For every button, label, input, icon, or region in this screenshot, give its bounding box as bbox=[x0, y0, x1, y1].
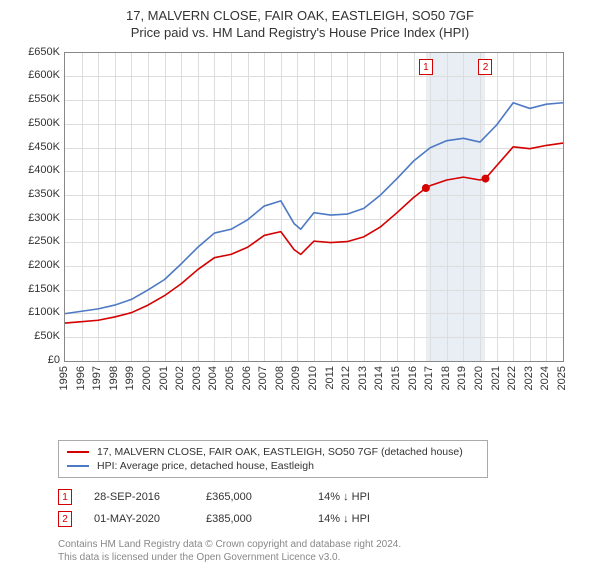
xtick-label: 2018 bbox=[440, 366, 452, 390]
ytick-label: £550K bbox=[16, 93, 60, 105]
line-svg bbox=[65, 53, 563, 361]
xtick-label: 2000 bbox=[141, 366, 153, 390]
footer-line-1: Contains HM Land Registry data © Crown c… bbox=[58, 538, 590, 551]
xtick-label: 2019 bbox=[456, 366, 468, 390]
ytick-label: £650K bbox=[16, 46, 60, 58]
ytick-label: £200K bbox=[16, 259, 60, 271]
xtick-label: 2011 bbox=[324, 366, 336, 390]
xtick-label: 2017 bbox=[423, 366, 435, 390]
xtick-label: 2003 bbox=[191, 366, 203, 390]
xtick-label: 2013 bbox=[357, 366, 369, 390]
xtick-label: 2021 bbox=[490, 366, 502, 390]
annotation-row: 1 28-SEP-2016 £365,000 14% ↓ HPI bbox=[58, 486, 590, 508]
ytick-label: £350K bbox=[16, 188, 60, 200]
xtick-label: 2020 bbox=[473, 366, 485, 390]
ytick-label: £600K bbox=[16, 69, 60, 81]
xtick-label: 2010 bbox=[307, 366, 319, 390]
legend-label: HPI: Average price, detached house, East… bbox=[97, 460, 314, 472]
series-price_paid bbox=[65, 143, 563, 323]
ytick-label: £150K bbox=[16, 283, 60, 295]
ytick-label: £100K bbox=[16, 306, 60, 318]
series-hpi bbox=[65, 103, 563, 314]
legend-box: 17, MALVERN CLOSE, FAIR OAK, EASTLEIGH, … bbox=[58, 440, 488, 478]
chart-container: 17, MALVERN CLOSE, FAIR OAK, EASTLEIGH, … bbox=[0, 0, 600, 560]
xtick-label: 2006 bbox=[241, 366, 253, 390]
ytick-label: £250K bbox=[16, 235, 60, 247]
xtick-label: 1997 bbox=[91, 366, 103, 390]
legend-row: HPI: Average price, detached house, East… bbox=[67, 459, 479, 473]
xtick-label: 2022 bbox=[506, 366, 518, 390]
ytick-label: £500K bbox=[16, 117, 60, 129]
title-line-2: Price paid vs. HM Land Registry's House … bbox=[10, 25, 590, 42]
xtick-label: 2014 bbox=[373, 366, 385, 390]
xtick-label: 2015 bbox=[390, 366, 402, 390]
annotation-price: £385,000 bbox=[206, 513, 296, 525]
legend-swatch bbox=[67, 465, 89, 467]
sale-annotations: 1 28-SEP-2016 £365,000 14% ↓ HPI 2 01-MAY-202… bbox=[58, 486, 590, 530]
sale-marker-box-2: 2 bbox=[478, 59, 492, 75]
title-block: 17, MALVERN CLOSE, FAIR OAK, EASTLEIGH, … bbox=[10, 8, 590, 42]
xtick-label: 2009 bbox=[290, 366, 302, 390]
legend-row: 17, MALVERN CLOSE, FAIR OAK, EASTLEIGH, … bbox=[67, 445, 479, 459]
ytick-label: £300K bbox=[16, 212, 60, 224]
xtick-label: 1996 bbox=[75, 366, 87, 390]
ytick-label: £450K bbox=[16, 141, 60, 153]
chart-area: 12 £0£50K£100K£150K£200K£250K£300K£350K£… bbox=[16, 48, 576, 398]
xtick-label: 2016 bbox=[407, 366, 419, 390]
xtick-label: 2005 bbox=[224, 366, 236, 390]
xtick-label: 2002 bbox=[174, 366, 186, 390]
xtick-label: 2023 bbox=[523, 366, 535, 390]
footer-line-2: This data is licensed under the Open Gov… bbox=[58, 551, 590, 564]
xtick-label: 1995 bbox=[58, 366, 70, 390]
ytick-label: £400K bbox=[16, 164, 60, 176]
xtick-label: 1999 bbox=[124, 366, 136, 390]
ytick-label: £50K bbox=[16, 330, 60, 342]
plot-region: 12 bbox=[64, 52, 564, 362]
annotation-pct: 14% ↓ HPI bbox=[318, 491, 408, 503]
annotation-pct: 14% ↓ HPI bbox=[318, 513, 408, 525]
xtick-label: 2024 bbox=[539, 366, 551, 390]
annotation-price: £365,000 bbox=[206, 491, 296, 503]
xtick-label: 2007 bbox=[257, 366, 269, 390]
sale-marker-box-1: 1 bbox=[419, 59, 433, 75]
xtick-label: 2004 bbox=[207, 366, 219, 390]
annotation-date: 28-SEP-2016 bbox=[94, 491, 184, 503]
ytick-label: £0 bbox=[16, 354, 60, 366]
xtick-label: 2008 bbox=[274, 366, 286, 390]
legend-label: 17, MALVERN CLOSE, FAIR OAK, EASTLEIGH, … bbox=[97, 446, 463, 458]
xtick-label: 1998 bbox=[108, 366, 120, 390]
annotation-date: 01-MAY-2020 bbox=[94, 513, 184, 525]
legend-swatch bbox=[67, 451, 89, 453]
xtick-label: 2001 bbox=[158, 366, 170, 390]
annotation-row: 2 01-MAY-2020 £385,000 14% ↓ HPI bbox=[58, 508, 590, 530]
xtick-label: 2012 bbox=[340, 366, 352, 390]
xtick-label: 2025 bbox=[556, 366, 568, 390]
annotation-marker: 1 bbox=[58, 489, 72, 505]
annotation-marker: 2 bbox=[58, 511, 72, 527]
title-line-1: 17, MALVERN CLOSE, FAIR OAK, EASTLEIGH, … bbox=[10, 8, 590, 25]
